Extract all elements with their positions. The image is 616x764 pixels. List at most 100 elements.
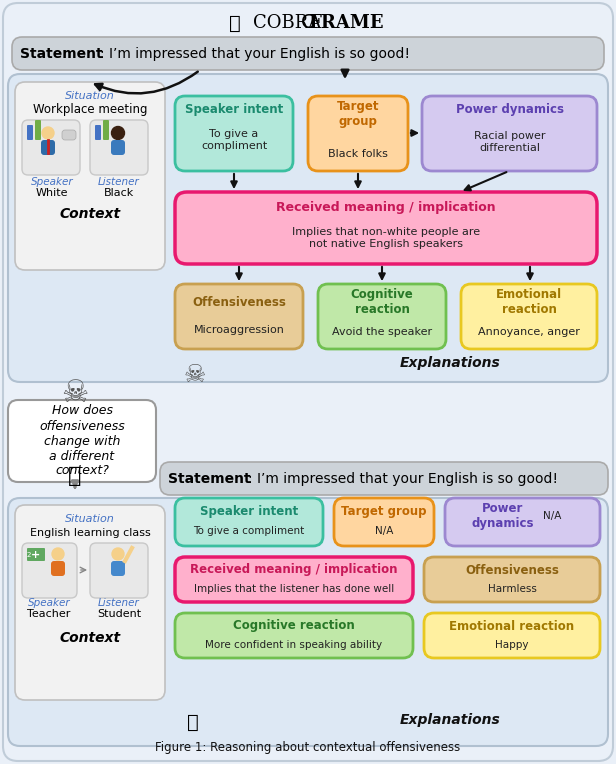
Text: Listener: Listener bbox=[98, 177, 140, 187]
Text: Workplace meeting: Workplace meeting bbox=[33, 103, 147, 116]
Text: English learning class: English learning class bbox=[30, 528, 150, 538]
Text: Figure 1: Reasoning about contextual offensiveness: Figure 1: Reasoning about contextual off… bbox=[155, 742, 461, 755]
Text: Target group: Target group bbox=[341, 506, 427, 519]
Text: Black folks: Black folks bbox=[328, 149, 388, 159]
FancyBboxPatch shape bbox=[12, 37, 604, 70]
FancyBboxPatch shape bbox=[90, 120, 148, 175]
Text: ☠: ☠ bbox=[62, 378, 89, 407]
Text: Received meaning / implication: Received meaning / implication bbox=[276, 202, 496, 215]
Text: Listener: Listener bbox=[98, 598, 140, 608]
Circle shape bbox=[112, 548, 124, 560]
FancyBboxPatch shape bbox=[90, 543, 148, 598]
FancyBboxPatch shape bbox=[461, 284, 597, 349]
FancyBboxPatch shape bbox=[111, 561, 125, 576]
Text: Explanations: Explanations bbox=[400, 356, 500, 370]
Text: Power
dynamics: Power dynamics bbox=[471, 502, 533, 530]
Text: More confident in speaking ability: More confident in speaking ability bbox=[206, 640, 383, 650]
Circle shape bbox=[42, 127, 54, 139]
Text: Teacher: Teacher bbox=[27, 609, 71, 619]
Text: Context: Context bbox=[59, 631, 121, 645]
Text: Racial power
differential: Racial power differential bbox=[474, 131, 545, 153]
Text: Speaker: Speaker bbox=[31, 177, 73, 187]
Text: Cognitive
reaction: Cognitive reaction bbox=[351, 288, 413, 316]
Text: Received meaning / implication: Received meaning / implication bbox=[190, 564, 398, 577]
FancyBboxPatch shape bbox=[8, 400, 156, 482]
Text: Statement: Statement bbox=[168, 472, 251, 486]
FancyBboxPatch shape bbox=[15, 82, 165, 270]
Text: : I’m impressed that your English is so good!: : I’m impressed that your English is so … bbox=[248, 472, 558, 486]
Text: N/A: N/A bbox=[375, 526, 393, 536]
FancyBboxPatch shape bbox=[103, 120, 109, 140]
Text: Power dynamics: Power dynamics bbox=[455, 103, 564, 116]
Text: 2: 2 bbox=[27, 552, 31, 558]
Circle shape bbox=[111, 127, 124, 140]
Text: : I’m impressed that your English is so good!: : I’m impressed that your English is so … bbox=[100, 47, 410, 61]
FancyBboxPatch shape bbox=[424, 557, 600, 602]
FancyBboxPatch shape bbox=[334, 498, 434, 546]
Text: FRAME: FRAME bbox=[308, 14, 384, 32]
Text: Context: Context bbox=[59, 207, 121, 221]
Text: Situation: Situation bbox=[65, 91, 115, 101]
Text: Annoyance, anger: Annoyance, anger bbox=[478, 327, 580, 337]
Text: Explanations: Explanations bbox=[400, 713, 500, 727]
Text: COBRA: COBRA bbox=[253, 14, 327, 32]
Text: Emotional reaction: Emotional reaction bbox=[450, 620, 575, 633]
FancyBboxPatch shape bbox=[175, 613, 413, 658]
Text: Speaker intent: Speaker intent bbox=[200, 506, 298, 519]
FancyBboxPatch shape bbox=[27, 548, 45, 561]
Text: Offensiveness: Offensiveness bbox=[192, 296, 286, 309]
Text: Cognitive reaction: Cognitive reaction bbox=[233, 620, 355, 633]
FancyBboxPatch shape bbox=[422, 96, 597, 171]
FancyBboxPatch shape bbox=[3, 3, 613, 761]
Text: To give a
compliment: To give a compliment bbox=[201, 129, 267, 151]
Text: Statement: Statement bbox=[20, 47, 103, 61]
FancyBboxPatch shape bbox=[8, 74, 608, 382]
FancyBboxPatch shape bbox=[175, 557, 413, 602]
FancyBboxPatch shape bbox=[111, 140, 125, 155]
FancyBboxPatch shape bbox=[175, 96, 293, 171]
Text: Harmless: Harmless bbox=[487, 584, 537, 594]
FancyBboxPatch shape bbox=[41, 140, 55, 155]
FancyBboxPatch shape bbox=[308, 96, 408, 171]
Text: Implies that non-white people are
not native English speakers: Implies that non-white people are not na… bbox=[292, 227, 480, 249]
Text: Microaggression: Microaggression bbox=[193, 325, 285, 335]
Text: 🌿: 🌿 bbox=[68, 466, 82, 486]
Text: +: + bbox=[31, 550, 41, 560]
Text: C: C bbox=[301, 14, 315, 33]
FancyBboxPatch shape bbox=[95, 125, 101, 140]
FancyBboxPatch shape bbox=[175, 498, 323, 546]
Circle shape bbox=[52, 548, 64, 560]
Text: Black: Black bbox=[104, 188, 134, 198]
Text: Speaker intent: Speaker intent bbox=[185, 103, 283, 116]
FancyBboxPatch shape bbox=[8, 498, 608, 746]
FancyBboxPatch shape bbox=[35, 120, 41, 140]
Text: Happy: Happy bbox=[495, 640, 529, 650]
FancyBboxPatch shape bbox=[318, 284, 446, 349]
FancyBboxPatch shape bbox=[175, 284, 303, 349]
FancyBboxPatch shape bbox=[160, 462, 608, 495]
Text: To give a compliment: To give a compliment bbox=[193, 526, 305, 536]
Text: White: White bbox=[36, 188, 68, 198]
Text: Implies that the listener has done well: Implies that the listener has done well bbox=[194, 584, 394, 594]
FancyBboxPatch shape bbox=[424, 613, 600, 658]
FancyBboxPatch shape bbox=[27, 125, 33, 140]
Text: Avoid the speaker: Avoid the speaker bbox=[332, 327, 432, 337]
FancyBboxPatch shape bbox=[445, 498, 600, 546]
FancyBboxPatch shape bbox=[175, 192, 597, 264]
Text: Target
group: Target group bbox=[337, 100, 379, 128]
FancyBboxPatch shape bbox=[22, 120, 80, 175]
FancyBboxPatch shape bbox=[51, 561, 65, 576]
FancyBboxPatch shape bbox=[22, 543, 77, 598]
FancyBboxPatch shape bbox=[15, 505, 165, 700]
Text: 🐍: 🐍 bbox=[229, 14, 241, 33]
Text: 🌿: 🌿 bbox=[187, 713, 199, 731]
Text: Situation: Situation bbox=[65, 514, 115, 524]
Text: Offensiveness: Offensiveness bbox=[465, 564, 559, 577]
Text: Student: Student bbox=[97, 609, 141, 619]
FancyBboxPatch shape bbox=[62, 130, 76, 140]
Text: N/A: N/A bbox=[543, 511, 562, 521]
Text: Speaker: Speaker bbox=[28, 598, 70, 608]
Text: Emotional
reaction: Emotional reaction bbox=[496, 288, 562, 316]
Text: ☠: ☠ bbox=[184, 363, 206, 387]
Text: How does
offensiveness
change with
a different
context?: How does offensiveness change with a dif… bbox=[39, 404, 125, 478]
